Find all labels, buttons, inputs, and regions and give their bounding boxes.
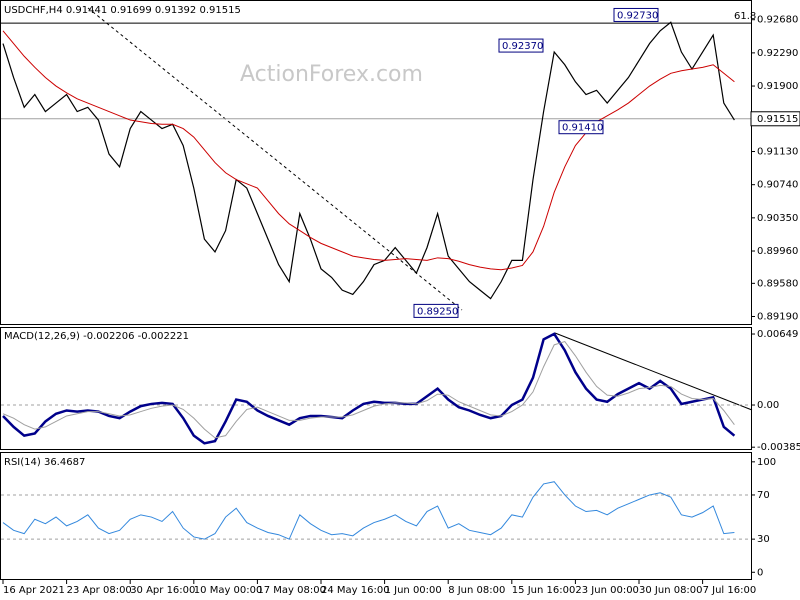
price-annotation-box: [613, 7, 659, 22]
y-tick-label: 0.90350: [757, 213, 798, 224]
x-tick-label: 23 Apr 08:00: [67, 585, 132, 596]
y-tick-label: 0.91900: [757, 81, 798, 92]
y-tick-label: 0.89190: [757, 311, 798, 322]
price-annotation: 0.89250: [417, 306, 458, 317]
current-price-label: 0.91515: [757, 114, 798, 125]
y-tick-label: 0.00: [757, 400, 779, 411]
x-tick-label: 1 Jun 00:00: [385, 585, 442, 596]
rsi-panel: [0, 452, 752, 580]
rsi-line: [2, 481, 735, 540]
x-tick-label: 30 Jun 08:00: [639, 585, 703, 596]
x-tick-label: 16 Apr 2021: [3, 585, 65, 596]
watermark: ActionForex.com: [240, 62, 423, 87]
macd-panel: [0, 327, 752, 450]
rsi-title: RSI(14) 36.4687: [4, 457, 85, 468]
trend-line: [87, 7, 463, 311]
y-tick-label: 70: [757, 490, 770, 501]
y-tick-label: 0.90740: [757, 180, 798, 191]
y-tick-label: 0.92680: [757, 15, 798, 26]
x-tick-label: 7 Jul 16:00: [703, 585, 757, 596]
x-tick-label: 23 Jun 00:00: [575, 585, 639, 596]
y-tick-label: 0.92290: [757, 48, 798, 59]
chart-title: USDCHF,H4 0.91441 0.91699 0.91392 0.9151…: [4, 5, 241, 16]
price-annotation-box: [413, 303, 459, 318]
y-tick-label: 0: [757, 567, 763, 578]
y-tick-label: 0.91130: [757, 147, 798, 158]
y-tick-label: -0.003855: [757, 442, 800, 453]
price-annotation-box: [498, 38, 544, 53]
y-tick-label: 30: [757, 534, 770, 545]
x-tick-label: 30 Apr 16:00: [130, 585, 195, 596]
price-line: [2, 21, 735, 300]
price-annotation-box: [558, 120, 604, 135]
macd-trend-line: [554, 332, 753, 411]
main-panel: [0, 0, 752, 325]
current-price-box: [750, 111, 800, 127]
moving-average: [2, 30, 735, 271]
y-tick-label: 100: [757, 457, 776, 468]
signal-line: [2, 340, 735, 439]
x-tick-label: 15 Jun 16:00: [512, 585, 576, 596]
x-tick-label: 8 Jun 08:00: [448, 585, 505, 596]
y-tick-label: 0.89960: [757, 246, 798, 257]
y-tick-label: 0.89580: [757, 278, 798, 289]
x-tick-label: 10 May 00:00: [194, 585, 263, 596]
price-annotation: 0.92370: [502, 41, 543, 52]
y-tick-label: 0.00649: [757, 329, 798, 340]
macd-line: [2, 332, 736, 445]
x-tick-label: 24 May 16:00: [321, 585, 390, 596]
price-annotation: 0.92730: [617, 10, 658, 21]
fib-label: 61.8: [734, 11, 756, 22]
x-tick-label: 17 May 08:00: [257, 585, 326, 596]
macd-title: MACD(12,26,9) -0.002206 -0.002221: [4, 331, 189, 342]
price-annotation: 0.91410: [562, 123, 603, 134]
